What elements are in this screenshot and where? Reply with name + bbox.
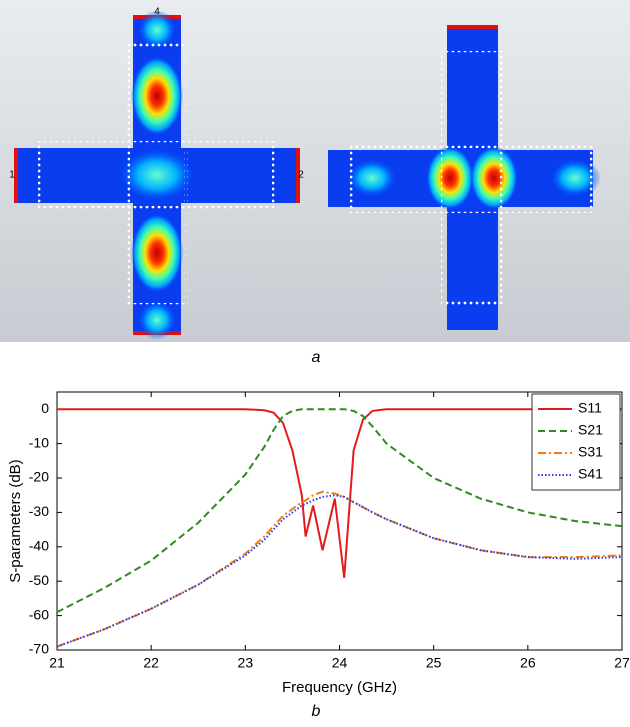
x-tick-label: 22 <box>143 655 159 671</box>
x-tick-label: 23 <box>238 655 254 671</box>
legend-label: S21 <box>578 422 603 438</box>
y-axis-label: S-parameters (dB) <box>7 459 24 582</box>
chart: 21 22 23 24 25 26 27 -70 -60 -50 -40 -30 -20 -10 0 Freq… <box>7 392 630 696</box>
caption: a <box>312 349 321 366</box>
y-tick-label: -60 <box>29 606 49 622</box>
port-label: 2 <box>298 170 304 181</box>
legend-label: S31 <box>578 444 603 460</box>
caption: b <box>312 703 321 720</box>
y-tick-label: -30 <box>29 503 49 519</box>
x-tick-label: 25 <box>426 655 442 671</box>
legend-label: S11 <box>578 400 602 416</box>
figure: 1 2 4 a b 21 22 23 24 25 26 27 -70 -60 -50 -40 -30 -… <box>0 0 630 722</box>
y-tick-label: -40 <box>29 538 49 554</box>
port-label: 1 <box>9 170 15 181</box>
y-tick-label: -10 <box>29 434 49 450</box>
legend-label: S41 <box>578 466 603 482</box>
port-label: 4 <box>154 7 160 18</box>
x-tick-label: 27 <box>614 655 630 671</box>
y-tick-label: 0 <box>41 400 49 416</box>
x-axis-label: Frequency (GHz) <box>282 679 397 696</box>
x-tick-label: 24 <box>332 655 348 671</box>
x-tick-label: 21 <box>49 655 65 671</box>
y-tick-label: -20 <box>29 469 49 485</box>
y-tick-label: -50 <box>29 572 49 588</box>
x-tick-label: 26 <box>520 655 536 671</box>
y-tick-label: -70 <box>29 641 49 657</box>
